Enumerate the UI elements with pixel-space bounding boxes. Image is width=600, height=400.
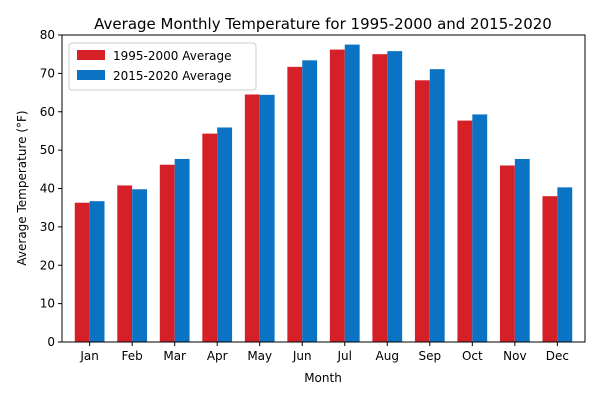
y-axis: 0 10 20 30 40 50 60 70 80 [40, 28, 62, 349]
y-tick-label: 20 [40, 258, 55, 272]
bar-1-jun [287, 66, 303, 342]
bar-1-aug [372, 54, 388, 342]
bar-2-mar [174, 158, 190, 342]
bar-1-dec [542, 196, 558, 342]
bars-group [74, 44, 573, 343]
x-tick-label-sep: Sep [418, 349, 441, 363]
x-axis: Jan Feb Mar Apr May Jun Jul Aug Sep Oct Nov Dec [79, 342, 569, 363]
x-tick-label-jun: Jun [292, 349, 312, 363]
bar-1-sep [414, 80, 430, 342]
y-tick-label: 60 [40, 105, 55, 119]
bar-2-sep [429, 69, 445, 343]
bar-2-nov [514, 158, 530, 342]
y-tick-label: 30 [40, 220, 55, 234]
bar-2-apr [217, 127, 233, 342]
legend-box [68, 42, 257, 91]
bar-2-jun [302, 60, 318, 342]
y-tick-label: 40 [40, 182, 55, 196]
x-tick-label-mar: Mar [163, 349, 186, 363]
x-tick-label-oct: Oct [462, 349, 483, 363]
x-tick-label-dec: Dec [546, 349, 569, 363]
bar-2-may [259, 94, 275, 342]
bar-1-apr [202, 133, 218, 342]
legend: 1995-2000 Average 2015-2020 Average [68, 42, 257, 91]
y-axis-label: Average Temperature (°F) [15, 110, 29, 265]
bar-1-mar [159, 164, 175, 342]
legend-label-2: 2015-2020 Average [113, 69, 232, 83]
x-tick-label-may: May [247, 349, 272, 363]
bar-1-may [244, 94, 260, 342]
chart-title: Average Monthly Temperature for 1995-200… [94, 15, 552, 33]
y-tick-label: 70 [40, 66, 55, 80]
y-tick-label: 10 [40, 297, 55, 311]
bar-2-jul [344, 44, 360, 343]
legend-swatch-2 [77, 70, 105, 80]
x-tick-label-jan: Jan [79, 349, 99, 363]
bar-1-oct [457, 120, 473, 342]
x-tick-label-jul: Jul [337, 349, 352, 363]
bar-1-feb [117, 185, 133, 342]
y-tick-label: 80 [40, 28, 55, 42]
x-axis-label: Month [304, 371, 342, 385]
x-tick-label-apr: Apr [207, 349, 228, 363]
x-tick-label-feb: Feb [122, 349, 143, 363]
bar-2-feb [132, 189, 148, 342]
bar-1-nov [499, 165, 515, 342]
y-tick-label: 0 [47, 335, 55, 349]
bar-2-dec [557, 187, 573, 342]
legend-label-1: 1995-2000 Average [113, 49, 232, 63]
legend-swatch-1 [77, 50, 105, 60]
y-tick-label: 50 [40, 143, 55, 157]
bar-1-jul [329, 49, 345, 342]
x-tick-label-aug: Aug [376, 349, 399, 363]
x-tick-label-nov: Nov [503, 349, 526, 363]
bar-2-oct [472, 114, 488, 342]
bar-2-jan [89, 201, 105, 342]
bar-2-aug [387, 51, 403, 343]
bar-1-jan [74, 202, 90, 342]
